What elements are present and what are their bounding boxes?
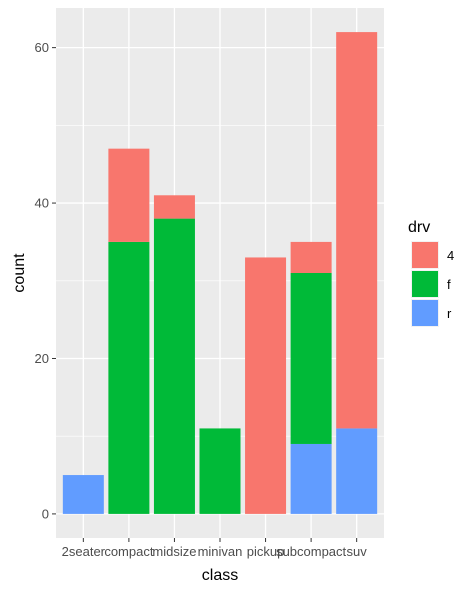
bar-layer [62,32,378,514]
y-tick-label: 0 [42,506,49,521]
x-tick-label-minivan: minivan [198,544,243,559]
x-axis-title: class [202,567,238,584]
y-tick-label: 60 [35,40,49,55]
bar-2seater-r [62,475,104,514]
legend-swatch-4 [412,242,438,268]
bar-minivan-f [199,428,241,514]
bar-compact-f [108,241,150,514]
legend-label-4: 4 [447,248,454,263]
x-tick-label-2seater: 2seater [62,544,106,559]
y-axis: 0 20 40 60 [35,40,56,521]
legend-title: drv [408,219,430,236]
x-tick-label-midsize: midsize [152,544,196,559]
legend: drv 4 fr [408,219,454,327]
bar-midsize-f [153,218,195,514]
bar-subcompact-4 [290,241,332,273]
bar-suv-4 [336,32,378,429]
legend-label-f: f [447,277,451,292]
x-tick-label-compact: compact [104,544,154,559]
legend-swatch-f [412,271,438,297]
legend-swatch-r [412,300,438,326]
bar-subcompact-r [290,443,332,514]
x-tick-label-suv: suv [347,544,368,559]
x-tick-label-subcompact: subcompact [276,544,346,559]
bar-compact-4 [108,148,150,242]
bar-suv-r [336,428,378,514]
legend-label-r: r [447,306,452,321]
bar-subcompact-f [290,273,332,444]
y-tick-label: 20 [35,351,49,366]
x-tick-label-pickup: pickup [247,544,285,559]
y-axis-title: count [11,253,28,293]
y-tick-label: 40 [35,196,49,211]
bar-pickup-4 [245,257,287,514]
bar-midsize-4 [153,195,195,219]
